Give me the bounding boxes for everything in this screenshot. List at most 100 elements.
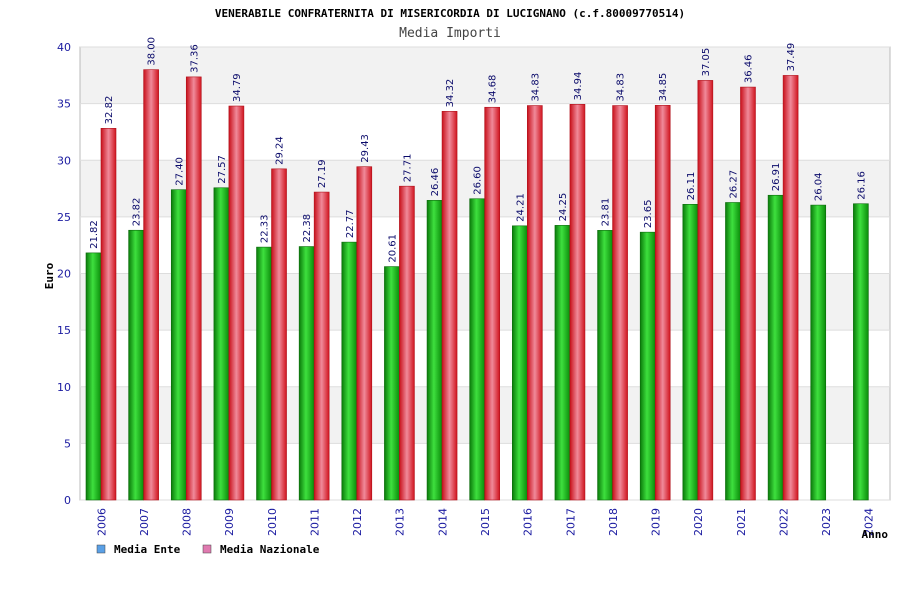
- y-tick-label: 15: [57, 324, 71, 337]
- legend-label-media-ente: Media Ente: [114, 543, 181, 556]
- x-tick-label: 2011: [308, 508, 321, 536]
- bar-media-ente-2024: [853, 203, 869, 501]
- bar-media-nazionale-2011: [313, 191, 330, 501]
- x-tick-label: 2016: [522, 508, 535, 536]
- data-label: 26.16: [856, 171, 867, 200]
- x-tick-label: 2015: [479, 508, 492, 536]
- y-axis: 0 5 10 15 20 25 30 35 40: [57, 41, 71, 507]
- data-label: 26.60: [473, 166, 484, 195]
- bar-media-nazionale-2018: [612, 105, 628, 501]
- x-tick-label: 2023: [820, 508, 833, 536]
- data-label: 22.38: [302, 214, 313, 243]
- data-label: 26.91: [771, 163, 782, 192]
- data-label: 26.27: [728, 170, 739, 199]
- bar-media-nazionale-2006: [100, 128, 117, 501]
- legend-label-media-nazionale: Media Nazionale: [220, 543, 320, 556]
- x-tick-label: 2020: [692, 508, 705, 536]
- x-tick-label: 2021: [735, 508, 748, 536]
- bar-media-ente-2007: [128, 229, 144, 501]
- y-tick-label: 20: [57, 268, 71, 281]
- data-label: 37.49: [786, 43, 797, 72]
- x-tick-label: 2019: [650, 508, 663, 536]
- bar-media-nazionale-2012: [356, 166, 373, 501]
- bar-media-nazionale-2017: [569, 104, 586, 501]
- y-tick-label: 0: [64, 494, 71, 507]
- legend-swatch-media-ente: [96, 544, 106, 554]
- data-label: 27.40: [174, 157, 185, 186]
- x-axis: 2006 2007 2008 2009 2010 2011 2012 2013 2014 2015…: [95, 508, 875, 536]
- bar-media-nazionale-2007: [143, 69, 159, 501]
- bar-media-nazionale-2020: [697, 80, 714, 501]
- x-tick-label: 2009: [223, 508, 236, 536]
- bar-media-ente-2010: [256, 246, 272, 501]
- x-axis-label: Anno: [862, 528, 889, 541]
- bar-media-nazionale-2009: [228, 105, 245, 501]
- data-label: 27.71: [402, 154, 413, 183]
- data-label: 38.00: [147, 37, 158, 66]
- bar-media-ente-2014: [426, 200, 443, 501]
- data-label: 32.82: [104, 96, 115, 125]
- bars: [85, 69, 869, 501]
- y-tick-label: 5: [64, 437, 71, 450]
- data-label: 37.05: [701, 48, 712, 77]
- x-tick-label: 2008: [181, 508, 194, 536]
- y-tick-label: 30: [57, 154, 71, 167]
- x-tick-label: 2007: [138, 508, 151, 536]
- data-label: 34.79: [232, 73, 243, 102]
- data-label: 36.46: [743, 54, 754, 83]
- data-label: 27.19: [317, 159, 328, 188]
- legend-swatch-media-nazionale: [202, 544, 212, 554]
- bar-media-ente-2006: [85, 252, 102, 501]
- bar-media-nazionale-2008: [185, 76, 202, 501]
- y-axis-label: Euro: [43, 262, 56, 289]
- data-label: 20.61: [387, 234, 398, 263]
- x-tick-label: 2013: [394, 508, 407, 536]
- bar-media-nazionale-2015: [484, 106, 500, 501]
- bar-media-nazionale-2022: [782, 75, 799, 501]
- y-tick-label: 35: [57, 98, 71, 111]
- data-label: 23.81: [601, 198, 612, 227]
- data-label: 34.94: [573, 72, 584, 101]
- bar-media-nazionale-2013: [399, 185, 415, 501]
- x-tick-label: 2022: [777, 508, 790, 536]
- bar-media-ente-2009: [213, 187, 230, 501]
- bar-media-nazionale-2019: [654, 105, 671, 501]
- x-tick-label: 2024: [863, 508, 876, 536]
- data-label: 29.24: [275, 136, 286, 165]
- bar-media-nazionale-2010: [271, 168, 287, 501]
- data-label: 23.65: [643, 200, 654, 229]
- bar-media-ente-2022: [767, 194, 784, 501]
- data-label: 34.68: [488, 75, 499, 104]
- data-label: 22.33: [260, 214, 271, 243]
- data-label: 26.11: [686, 172, 697, 201]
- data-label: 29.43: [360, 134, 371, 163]
- data-label: 21.82: [89, 220, 100, 249]
- bar-media-ente-2020: [682, 204, 699, 501]
- x-tick-label: 2010: [266, 508, 279, 536]
- data-label: 23.82: [132, 198, 143, 227]
- chart-title: VENERABILE CONFRATERNITA DI MISERICORDIA…: [215, 7, 685, 20]
- bar-media-ente-2023: [810, 204, 827, 501]
- data-label: 34.32: [445, 79, 456, 108]
- bar-media-ente-2016: [512, 225, 528, 501]
- bar-media-nazionale-2021: [740, 86, 756, 501]
- bar-media-ente-2008: [170, 189, 187, 501]
- data-label: 37.36: [189, 44, 200, 73]
- chart-subtitle: Media Importi: [399, 26, 501, 41]
- x-tick-label: 2014: [436, 508, 449, 536]
- y-tick-label: 10: [57, 381, 71, 394]
- bar-media-ente-2018: [597, 230, 613, 501]
- x-tick-label: 2017: [564, 508, 577, 536]
- bar-media-nazionale-2016: [527, 105, 543, 501]
- legend: Media Ente Media Nazionale: [96, 543, 320, 556]
- data-label: 26.04: [814, 172, 825, 201]
- y-tick-label: 40: [57, 41, 71, 54]
- data-label: 34.85: [658, 73, 669, 102]
- x-tick-label: 2006: [95, 508, 108, 536]
- x-tick-label: 2018: [607, 508, 620, 536]
- data-label: 34.83: [530, 73, 541, 102]
- data-label: 26.46: [430, 168, 441, 197]
- x-tick-label: 2012: [351, 508, 364, 536]
- bar-media-ente-2012: [341, 241, 358, 501]
